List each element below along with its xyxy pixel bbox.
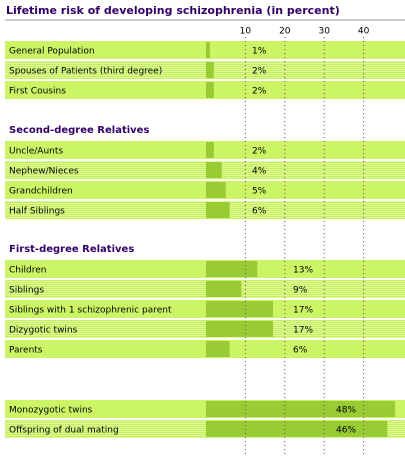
row-band [5, 61, 405, 79]
value-label: 46% [336, 426, 356, 436]
row-band [5, 181, 405, 199]
row-band [5, 320, 405, 338]
category-label: Uncle/Aunts [9, 147, 63, 157]
bar [206, 162, 222, 178]
row-band [5, 81, 405, 99]
bar [206, 62, 214, 78]
value-label: 2% [252, 147, 267, 157]
category-label: Grandchildren [9, 187, 73, 197]
bar [206, 142, 214, 158]
row-band [5, 161, 405, 179]
value-label: 6% [293, 346, 308, 356]
category-label: Monozygotic twins [9, 406, 93, 416]
bar [206, 341, 230, 357]
bar [206, 261, 258, 277]
bar [206, 281, 242, 297]
category-label: Parents [9, 346, 43, 356]
bar [206, 301, 273, 317]
value-label: 9% [293, 286, 308, 296]
category-label: Half Siblings [9, 207, 65, 217]
chart-title: Lifetime risk of developing schizophreni… [6, 4, 340, 17]
bar [206, 82, 214, 98]
row-band [5, 41, 405, 59]
value-label: 17% [293, 326, 313, 336]
category-label: Siblings [9, 286, 44, 296]
category-label: Offspring of dual mating [9, 426, 119, 436]
bar [206, 42, 210, 58]
category-label: Siblings with 1 schizophrenic parent [9, 306, 172, 316]
category-label: Spouses of Patients (third degree) [9, 67, 162, 77]
category-label: General Population [9, 47, 95, 57]
bar [206, 202, 230, 218]
value-label: 2% [252, 87, 267, 97]
value-label: 4% [252, 167, 267, 177]
bar [206, 421, 388, 437]
x-tick-label: 10 [240, 27, 252, 37]
x-tick-label: 30 [318, 27, 330, 37]
value-label: 1% [252, 47, 267, 57]
value-label: 48% [336, 406, 356, 416]
value-label: 5% [252, 187, 267, 197]
category-label: Nephew/Nieces [9, 167, 79, 177]
value-label: 13% [293, 266, 313, 276]
x-tick-label: 40 [358, 27, 370, 37]
bar [206, 182, 226, 198]
bar [206, 401, 396, 417]
value-label: 2% [252, 67, 267, 77]
row-band [5, 260, 405, 278]
category-label: First Cousins [9, 87, 66, 97]
group-heading: Second-degree Relatives [9, 125, 149, 136]
category-label: Children [9, 266, 46, 276]
x-tick-label: 20 [279, 27, 291, 37]
category-label: Dizygotic twins [9, 326, 78, 336]
row-band [5, 201, 405, 219]
group-heading: First-degree Relatives [9, 244, 134, 255]
value-label: 17% [293, 306, 313, 316]
row-band [5, 300, 405, 318]
row-band [5, 141, 405, 159]
row-band [5, 340, 405, 358]
row-band [5, 280, 405, 298]
bar [206, 321, 273, 337]
value-label: 6% [252, 207, 267, 217]
